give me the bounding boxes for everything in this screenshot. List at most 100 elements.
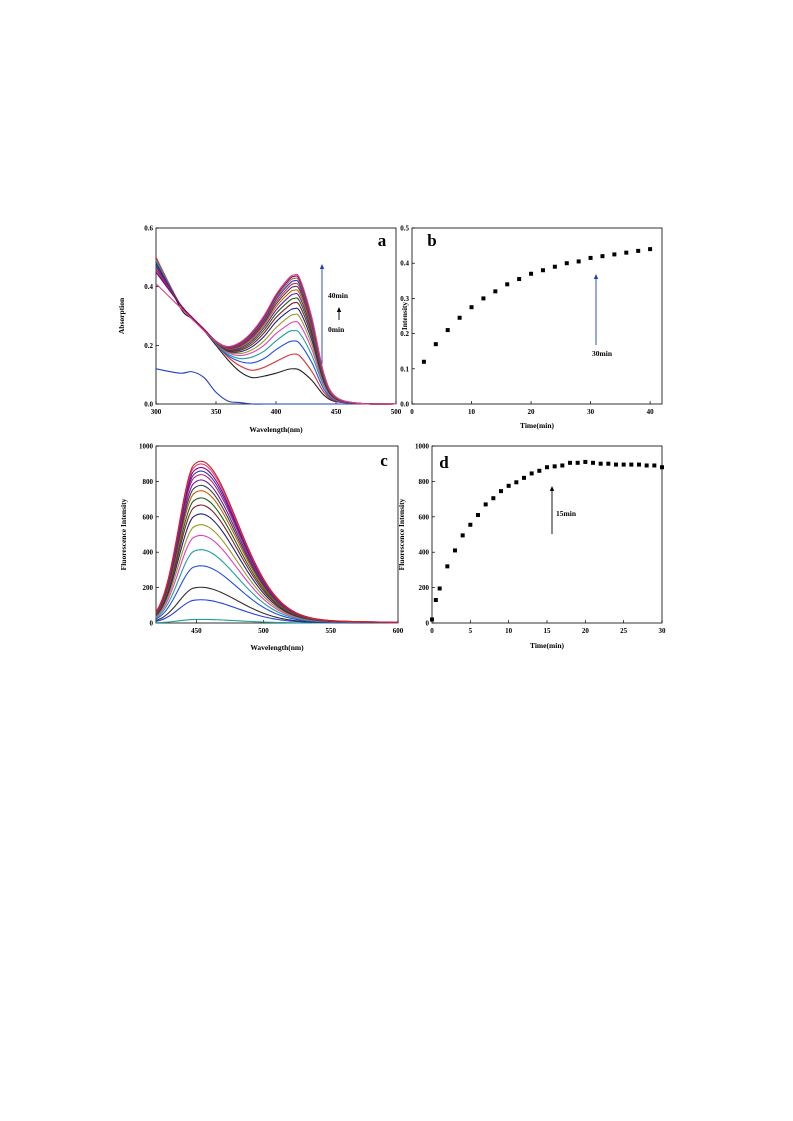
- data-point: [636, 248, 641, 253]
- data-point: [445, 328, 450, 333]
- data-point: [437, 586, 442, 591]
- data-point: [644, 463, 649, 468]
- panel-d: 0 5 10 15 20 25 30 0 200 400 600 800 1000 Time(min) Fl…: [397, 443, 666, 651]
- data-point: [568, 460, 572, 465]
- data-point: [493, 289, 498, 294]
- data-point: [537, 468, 542, 473]
- y-tick-label: 400: [143, 549, 154, 557]
- data-point: [600, 254, 605, 259]
- plot-frame-c: [155, 445, 399, 624]
- annotation-0min: 0min: [328, 325, 345, 334]
- fluorescence-curve: [155, 497, 399, 623]
- x-tick-label: 20: [528, 408, 536, 416]
- data-point: [445, 564, 450, 569]
- data-point: [430, 617, 434, 622]
- data-point: [629, 462, 634, 467]
- time-arrow-head: [593, 274, 599, 279]
- panel-b: 0 10 20 30 40 0.0 0.1 0.2 0.3 0.4 0.5 Time(min) Inte…: [400, 225, 663, 430]
- y-tick-label: 0.6: [144, 225, 153, 233]
- data-point: [652, 463, 657, 468]
- x-tick-label: 500: [258, 627, 269, 635]
- data-point: [433, 597, 438, 602]
- absorption-curve: [155, 257, 397, 405]
- absorption-curve: [155, 268, 397, 405]
- data-point: [560, 463, 565, 468]
- y-tick-label: 400: [419, 549, 430, 557]
- y-tick-label: 800: [419, 478, 430, 486]
- absorption-curve: [155, 271, 397, 405]
- x-axis-label: Wavelength(nm): [249, 425, 303, 434]
- y-axis-label: Fluorescence Intensity: [397, 498, 406, 570]
- data-point: [598, 461, 603, 466]
- small-arrow-head: [336, 307, 342, 312]
- x-tick-label: 15: [544, 627, 552, 635]
- data-point: [522, 475, 526, 480]
- data-point: [583, 459, 588, 464]
- data-point: [481, 296, 486, 301]
- data-point: [483, 502, 488, 507]
- x-tick-label: 450: [191, 627, 202, 635]
- plot-frame-a: [155, 227, 397, 405]
- y-tick-label: 0.4: [400, 260, 409, 268]
- absorption-curve: [155, 265, 397, 405]
- data-point: [529, 471, 534, 476]
- data-point: [457, 315, 462, 320]
- y-axis-label: Absorption: [117, 297, 126, 334]
- fluorescence-curve: [155, 490, 399, 623]
- x-tick-label: 40: [647, 408, 655, 416]
- absorption-curve: [155, 271, 397, 405]
- panel-a: 300 350 400 450 500 0.0 0.2 0.4 0.6 Wavelength(nm…: [117, 225, 402, 435]
- data-point: [648, 247, 653, 252]
- x-tick-label: 450: [331, 408, 342, 416]
- data-point: [624, 250, 629, 255]
- data-point: [499, 489, 503, 494]
- data-point: [491, 496, 496, 501]
- x-tick-label: 600: [393, 627, 404, 635]
- data-point: [564, 261, 569, 266]
- data-point: [529, 271, 534, 276]
- data-point: [468, 522, 473, 527]
- x-tick-label: 25: [620, 627, 628, 635]
- fluorescence-curve: [155, 565, 399, 624]
- plot-frame-b: [411, 227, 663, 405]
- data-point: [552, 264, 557, 269]
- data-point: [614, 462, 618, 467]
- x-axis-label: Wavelength(nm): [250, 643, 304, 652]
- x-tick-label: 350: [211, 408, 222, 416]
- absorption-curve: [155, 271, 397, 405]
- fluorescence-curve: [155, 504, 399, 623]
- fluorescence-curve: [155, 484, 399, 623]
- annotation-30min: 30min: [592, 349, 613, 358]
- x-tick-label: 10: [505, 627, 513, 635]
- absorption-curve: [155, 268, 397, 405]
- x-axis-label: Time(min): [520, 421, 555, 430]
- y-tick-label: 0.3: [400, 295, 409, 303]
- x-tick-label: 30: [587, 408, 595, 416]
- x-tick-label: 300: [151, 408, 162, 416]
- plot-frame-d: [431, 445, 663, 624]
- absorption-curve: [155, 260, 397, 405]
- x-tick-label: 5: [469, 627, 473, 635]
- time-arrow-head: [549, 486, 555, 491]
- data-point: [588, 255, 593, 260]
- data-point: [545, 465, 549, 470]
- y-tick-label: 0.0: [400, 401, 409, 409]
- data-point: [517, 277, 522, 282]
- y-tick-label: 600: [143, 513, 154, 521]
- data-point: [591, 460, 595, 465]
- absorption-curve: [155, 262, 397, 405]
- data-point: [505, 282, 510, 287]
- y-axis-label: Intensity: [400, 302, 409, 331]
- fluorescence-curve: [155, 460, 399, 623]
- x-tick-label: 400: [271, 408, 282, 416]
- x-tick-label: 20: [582, 627, 590, 635]
- absorption-curve: [155, 273, 397, 405]
- data-point: [606, 461, 611, 466]
- data-point: [460, 533, 465, 538]
- data-point: [637, 462, 641, 467]
- y-tick-label: 0: [150, 620, 154, 628]
- absorption-curve: [155, 265, 397, 405]
- data-point: [469, 305, 474, 310]
- fluorescence-curve: [155, 549, 399, 624]
